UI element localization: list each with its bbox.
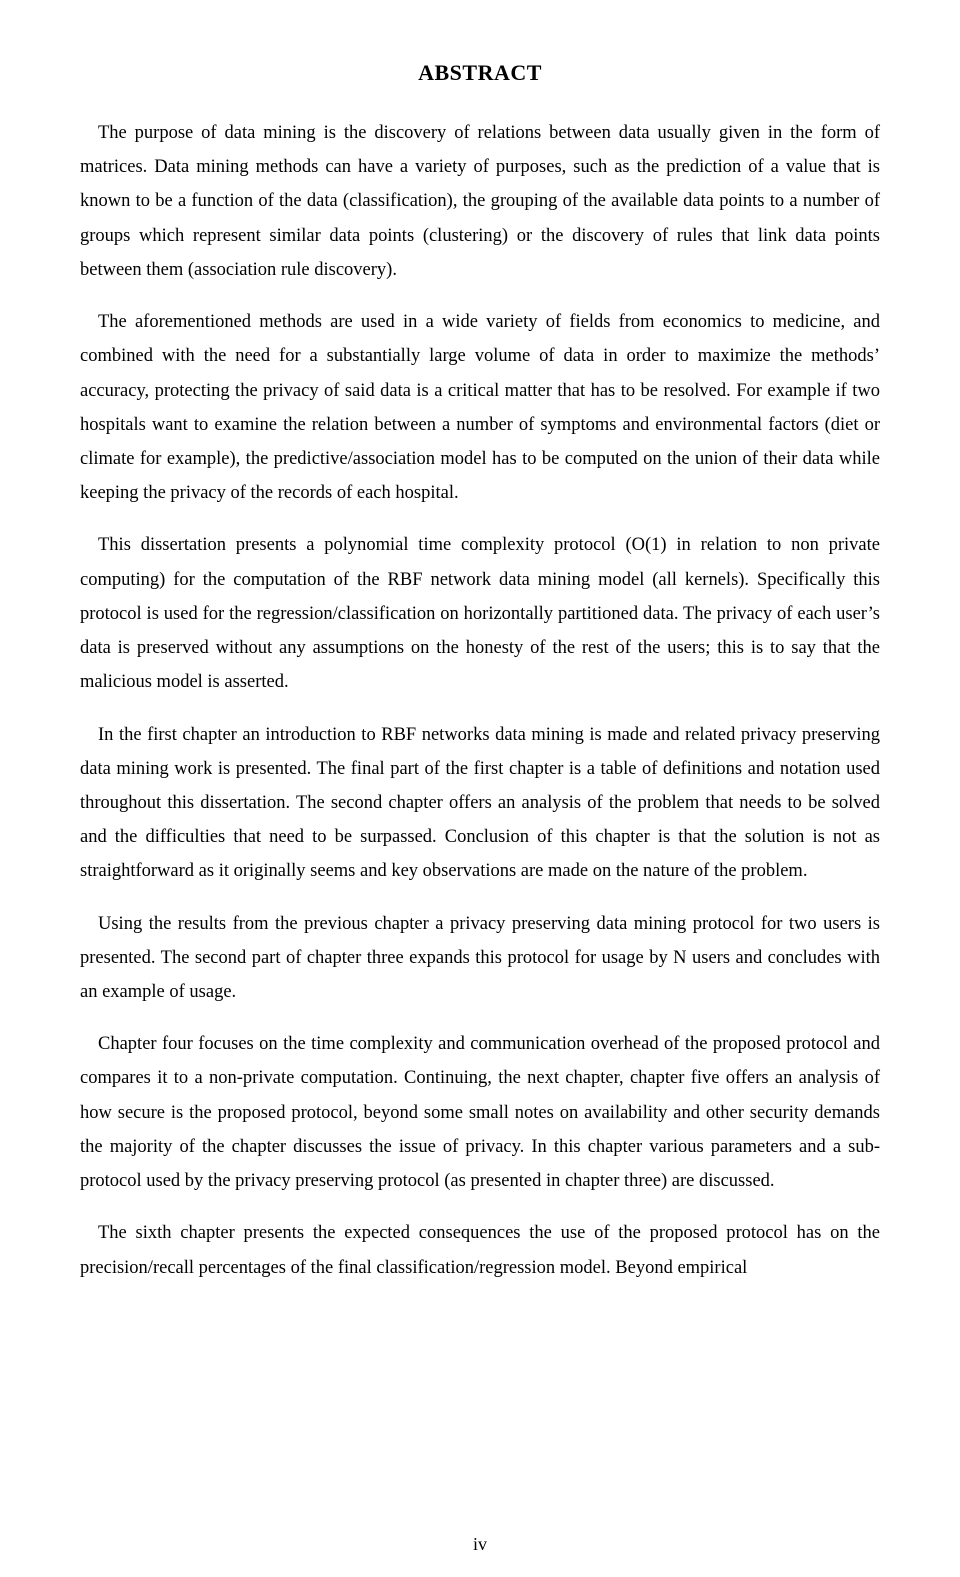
paragraph-3: This dissertation presents a polynomial …	[80, 528, 880, 699]
paragraph-7: The sixth chapter presents the expected …	[80, 1216, 880, 1284]
paragraph-4: In the first chapter an introduction to …	[80, 718, 880, 889]
page-number: iv	[0, 1534, 960, 1555]
paragraph-5: Using the results from the previous chap…	[80, 907, 880, 1010]
abstract-title: ABSTRACT	[80, 60, 880, 86]
paragraph-1: The purpose of data mining is the discov…	[80, 116, 880, 287]
paragraph-2: The aforementioned methods are used in a…	[80, 305, 880, 510]
page: ABSTRACT The purpose of data mining is t…	[0, 0, 960, 1577]
paragraph-6: Chapter four focuses on the time complex…	[80, 1027, 880, 1198]
